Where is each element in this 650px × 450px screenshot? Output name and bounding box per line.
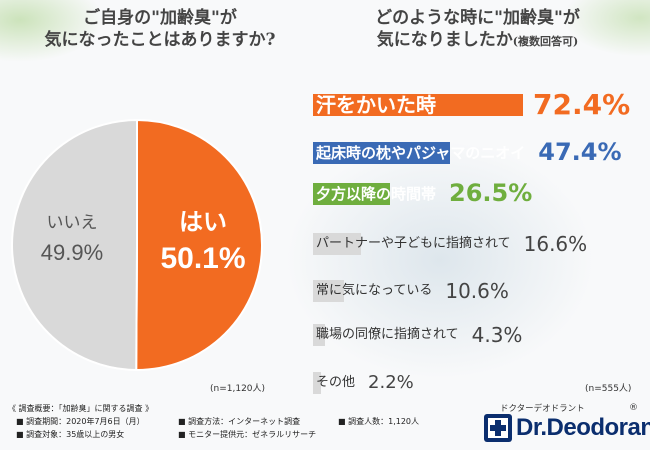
survey-method: ■ 調査方法：インターネット調査 [178, 417, 301, 426]
survey-provider: ■ モニター提供元：ゼネラルリサーチ [178, 430, 317, 439]
brand-cross-icon [484, 414, 512, 442]
right-title-note: (複数回答可) [512, 35, 579, 48]
bar-label-2: 夕方以降の時間帯 [316, 185, 437, 203]
survey-summary: 《 調査概要：「加齢臭」に関する調査 》 [8, 404, 154, 413]
bar-value-5: 4.3% [471, 322, 523, 347]
bar-value-1: 47.4% [538, 138, 622, 167]
bar-value-3: 16.6% [523, 231, 588, 256]
right-title-line2: 気になりましたか [376, 30, 513, 50]
bar-sample-note: (n=555人) [585, 384, 632, 394]
pie-value-0: 50.1% [160, 242, 245, 275]
bar-1 [313, 142, 451, 164]
right-title-line1: どのような時に"加齢臭"が [375, 8, 580, 28]
bar-label-4: 常に気になっている [316, 283, 433, 298]
left-title-line1: ご自身の"加齢臭"が [83, 8, 237, 28]
bar-value-0: 72.4% [533, 87, 631, 121]
survey-target: ■ 調査対象：35歳以上の男女 [16, 430, 125, 439]
right-chart-title: どのような時に"加齢臭"が 気になりましたか(複数回答可) [305, 7, 650, 53]
bar-4 [313, 280, 344, 302]
brand-registered-mark: ® [629, 403, 638, 413]
bar-3 [313, 233, 362, 255]
bar-value-2: 26.5% [449, 179, 533, 208]
bar-label-0: 汗をかいた時 [316, 93, 436, 117]
bar-value-6: 2.2% [368, 371, 414, 393]
bar-value-4: 10.6% [445, 278, 509, 303]
pie-slice-1 [10, 118, 138, 372]
brand-kana: ドクターデオドラント [500, 404, 585, 414]
pie-slice-0 [135, 118, 263, 371]
survey-count: ■ 調査人数：1,120人 [338, 417, 420, 426]
pie-value-1: 49.9% [41, 240, 103, 265]
bar-0 [313, 94, 523, 116]
pie-sample-note: (n=1,120人) [210, 384, 266, 394]
survey-period: ■ 調査期間：2020年7月6日（月） [16, 417, 145, 426]
bar-label-6: その他 [316, 375, 356, 390]
brand-logo: Dr.Deodorant [516, 414, 650, 441]
bar-label-3: パートナーや子どもに指摘されて [316, 236, 511, 251]
pie-label-1: いいえ [47, 213, 98, 233]
bar-5 [313, 324, 326, 346]
pie-chart: はい 50.1% いいえ 49.9% [10, 118, 263, 372]
bar-2 [313, 183, 390, 205]
left-chart-title: ご自身の"加齢臭"が 気になったことはありますか? [30, 7, 290, 51]
pie-label-0: はい [179, 208, 227, 236]
left-title-line2: 気になったことはありますか? [44, 30, 276, 50]
bar-6 [313, 372, 321, 394]
bar-label-5: 職場の同僚に指摘されて [316, 327, 459, 342]
bar-label-1: 起床時の枕やパジャマのニオイ [316, 144, 526, 162]
